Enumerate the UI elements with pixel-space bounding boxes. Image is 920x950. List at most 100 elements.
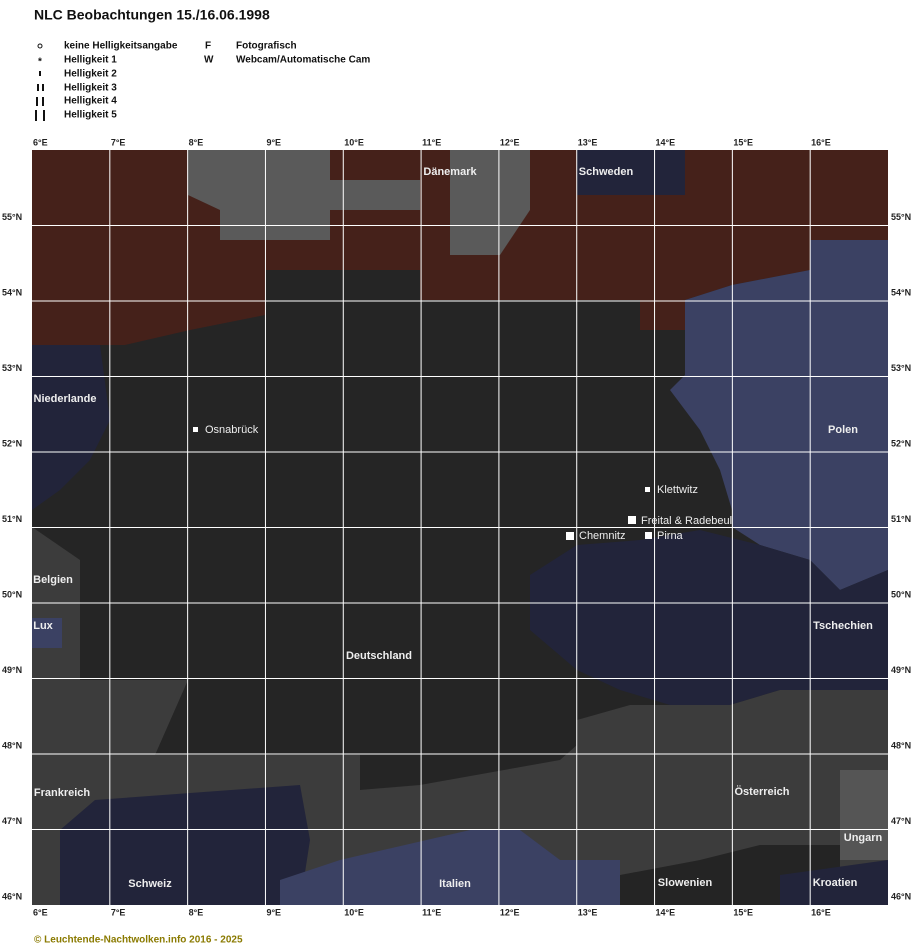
country-label: Belgien: [33, 574, 73, 586]
lon-label: 13°E: [578, 907, 598, 917]
lat-label: 48°N: [2, 740, 22, 750]
legend-symbol: [42, 84, 44, 91]
lat-label: 52°N: [2, 438, 22, 448]
grid: [32, 150, 888, 905]
lon-label: 12°E: [500, 907, 520, 917]
lon-label: 16°E: [811, 137, 831, 147]
lat-label: 55°N: [891, 212, 911, 222]
lon-label: 12°E: [500, 137, 520, 147]
lat-label: 54°N: [891, 287, 911, 297]
lon-label: 16°E: [811, 907, 831, 917]
country-label: Lux: [33, 620, 53, 632]
city-label: Osnabrück: [205, 424, 259, 436]
lat-label: 52°N: [891, 438, 911, 448]
lat-label: 47°N: [2, 816, 22, 826]
netherlands-area: [32, 345, 110, 510]
city-label: Freital & Radebeul: [641, 515, 732, 527]
city-marker: [193, 427, 198, 432]
country-label: Kroatien: [813, 877, 858, 889]
lon-label: 14°E: [656, 907, 676, 917]
lat-label: 51°N: [891, 514, 911, 524]
country-label: Polen: [828, 424, 858, 436]
map: Osnabrück Klettwitz Freital & Radebeul P…: [32, 150, 888, 905]
denmark-area: [188, 150, 420, 240]
lat-label: 50°N: [2, 589, 22, 599]
lon-label: 11°E: [422, 907, 441, 917]
lon-label: 9°E: [266, 907, 281, 917]
czech-area: [530, 530, 888, 705]
lon-label: 6°E: [33, 137, 48, 147]
city-marker: [566, 532, 574, 540]
lux-area: [32, 618, 62, 648]
legend-symbol: W: [204, 55, 214, 66]
legend-symbol: [42, 97, 44, 106]
city-label: Chemnitz: [579, 530, 625, 542]
country-label: Schweiz: [128, 878, 172, 890]
city-label: Klettwitz: [657, 484, 698, 496]
lat-label: 48°N: [891, 740, 911, 750]
lat-label: 46°N: [2, 891, 22, 901]
city-marker: [645, 532, 652, 539]
legend-symbol: [43, 110, 45, 121]
lon-label: 6°E: [33, 907, 48, 917]
lon-label: 15°E: [733, 137, 753, 147]
lat-label: 53°N: [2, 363, 22, 373]
lon-label: 15°E: [733, 907, 753, 917]
switzerland-area: [60, 785, 310, 905]
lon-label: 9°E: [266, 137, 281, 147]
country-label: Schweden: [579, 166, 634, 178]
country-label: Niederlande: [34, 393, 97, 405]
poland-area: [670, 240, 888, 590]
city-label: Pirna: [657, 530, 684, 542]
legend-label: Fotografisch: [236, 41, 297, 52]
croatia-area: [780, 860, 888, 905]
country-label: Frankreich: [34, 787, 91, 799]
legend-symbol: *: [38, 57, 42, 68]
title: NLC Beobachtungen 15./16.06.1998: [34, 7, 270, 23]
lat-label: 54°N: [2, 287, 22, 297]
legend-label: Helligkeit 1: [64, 55, 117, 66]
lon-label: 14°E: [656, 137, 676, 147]
lon-label: 7°E: [111, 137, 126, 147]
legend-label: Helligkeit 5: [64, 110, 117, 121]
country-label: Italien: [439, 878, 471, 890]
lon-label: 10°E: [344, 907, 364, 917]
lat-label: 46°N: [891, 891, 911, 901]
lat-label: 55°N: [2, 212, 22, 222]
country-label: Dänemark: [423, 166, 477, 178]
lat-label: 51°N: [2, 514, 22, 524]
footer: © Leuchtende-Nachtwolken.info 2016 - 202…: [34, 935, 243, 946]
lon-label: 11°E: [422, 137, 441, 147]
country-label: Tschechien: [813, 620, 873, 632]
legend-label: Helligkeit 4: [64, 96, 117, 107]
legend-symbol: [37, 84, 39, 91]
country-label: Österreich: [734, 785, 789, 798]
legend-symbol: [36, 97, 38, 106]
lat-label: 47°N: [891, 816, 911, 826]
italy-area: [280, 830, 620, 905]
hungary-area: [840, 770, 888, 860]
legend-symbol: [35, 110, 37, 121]
legend-label: Helligkeit 2: [64, 69, 117, 80]
legend-symbol: [37, 43, 43, 49]
legend-symbol: [39, 71, 41, 76]
denmark-area: [450, 150, 530, 255]
sweden-area: [577, 150, 685, 195]
legend-label: Webcam/Automatische Cam: [236, 55, 370, 66]
city-marker: [628, 516, 636, 524]
lat-label: 53°N: [891, 363, 911, 373]
city-marker: [645, 487, 650, 492]
lon-label: 8°E: [189, 137, 204, 147]
lon-label: 13°E: [578, 137, 598, 147]
legend-label: keine Helligkeitsangabe: [64, 41, 178, 52]
lon-label: 8°E: [189, 907, 204, 917]
lat-label: 49°N: [891, 665, 911, 675]
lat-label: 49°N: [2, 665, 22, 675]
country-label: Slowenien: [658, 877, 713, 889]
legend-label: Helligkeit 3: [64, 83, 117, 94]
country-label: Deutschland: [346, 650, 412, 662]
legend-symbol: F: [205, 41, 211, 52]
legend: * keine Helligkeitsangabe Helligkeit 1 H…: [35, 41, 370, 121]
country-label: Ungarn: [844, 832, 883, 844]
